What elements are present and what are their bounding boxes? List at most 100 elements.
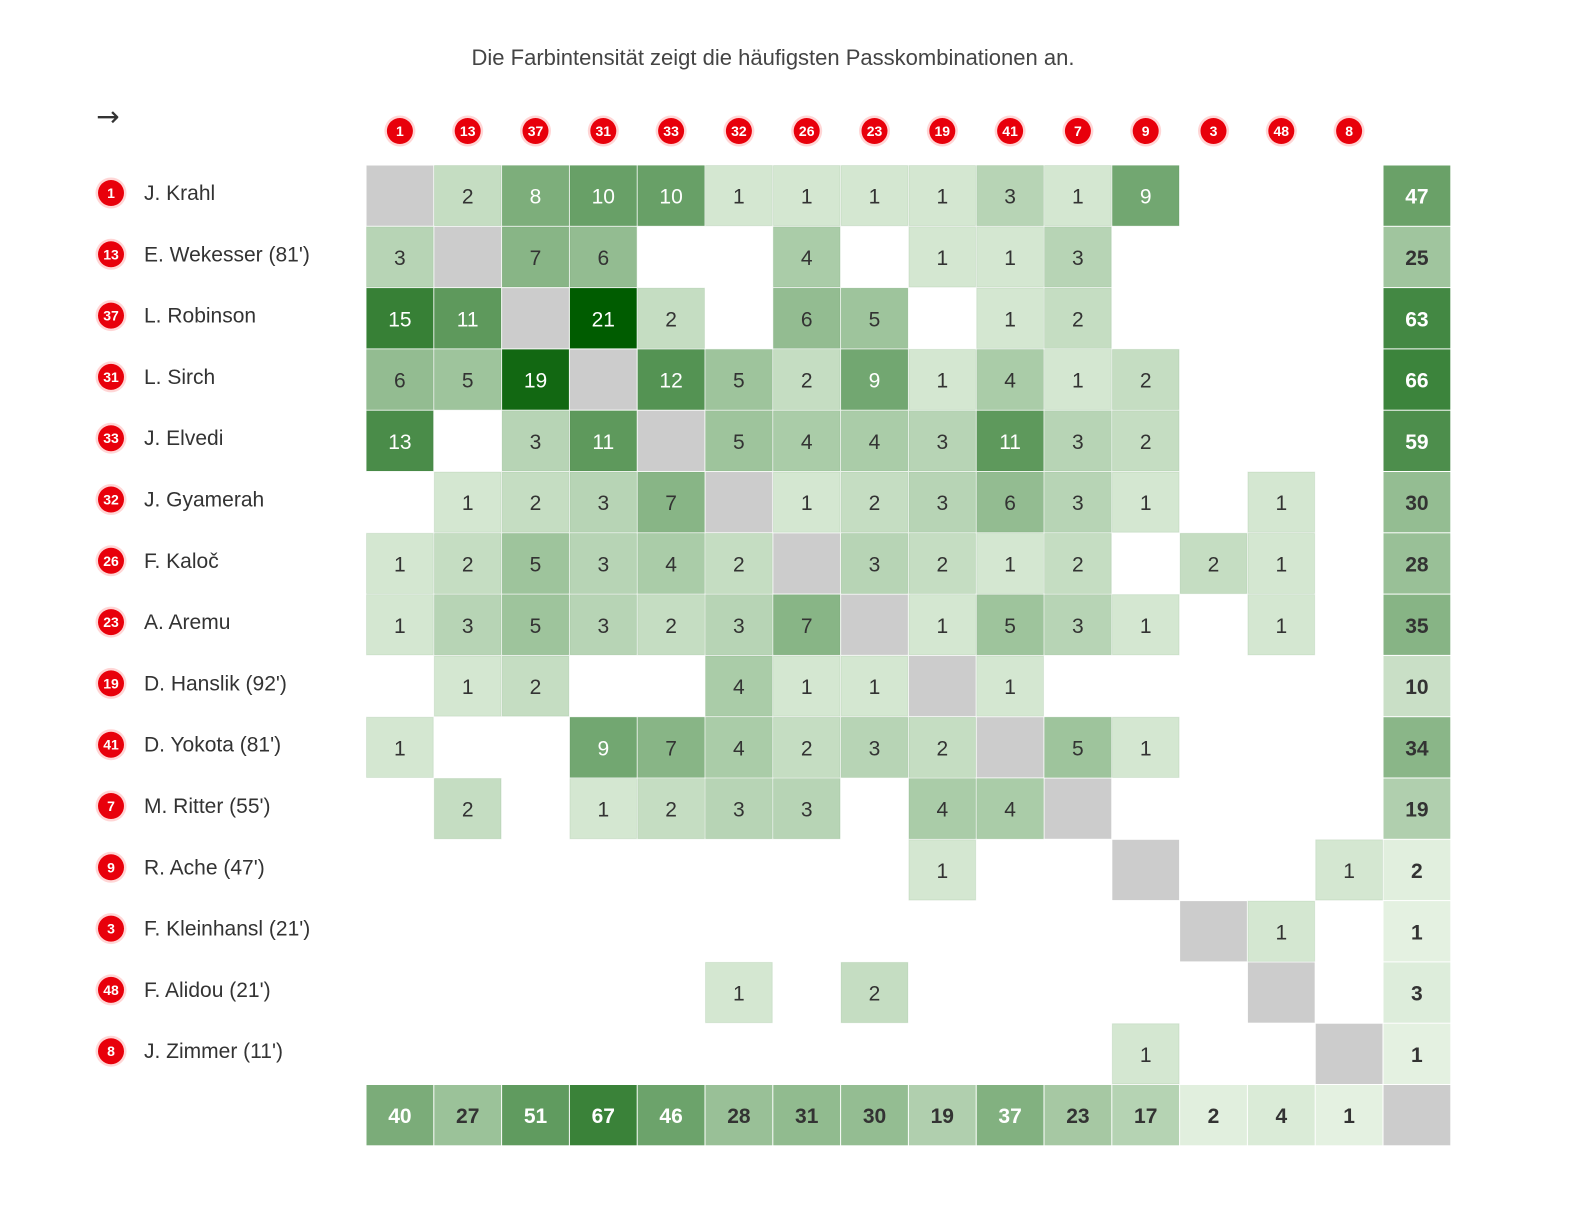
row-total-value: 25 <box>1405 247 1429 270</box>
column-badge <box>454 118 481 144</box>
column-number-label: 33 <box>663 123 679 139</box>
row-total-cell <box>1383 226 1451 288</box>
row-number-label: 32 <box>103 492 119 508</box>
pass-cell-value: 3 <box>530 431 542 454</box>
pass-cell <box>976 778 1045 840</box>
pass-cell-value: 1 <box>597 799 609 822</box>
pass-cell-value: 1 <box>869 186 881 209</box>
pass-cell-value: 4 <box>801 431 813 454</box>
column-badge <box>1064 118 1091 144</box>
matrix-cells: 2 8 10 10 1 1 1 1 3 1 93 7 6 4 1 1 315 11 21 2 6 5 1 26 5 19 12 5 2 9… <box>366 165 1383 1085</box>
row-badge <box>98 547 124 574</box>
pass-cell <box>840 287 909 349</box>
row-number-label: 26 <box>103 553 119 569</box>
column-total-value: 2 <box>1208 1105 1220 1128</box>
pass-cell-value: 4 <box>869 431 881 454</box>
pass-cell-value: 1 <box>1140 615 1152 638</box>
row-total-value: 10 <box>1405 676 1428 699</box>
row-total-cell <box>1383 533 1451 594</box>
pass-cell-value: 8 <box>530 186 542 209</box>
pass-cell <box>705 410 773 472</box>
column-total-value: 27 <box>456 1105 479 1128</box>
pass-cell <box>840 165 909 227</box>
pass-cell-value: 3 <box>1072 247 1084 270</box>
row-number-label: 31 <box>103 369 119 385</box>
pass-cell <box>976 165 1045 227</box>
row-badge <box>98 302 124 329</box>
pass-cell-value: 7 <box>665 492 677 515</box>
column-number-label: 9 <box>1142 123 1150 139</box>
pass-cell-value: 1 <box>1140 1044 1152 1067</box>
pass-cell-value: 2 <box>801 737 813 760</box>
pass-cell-value: 3 <box>1072 615 1084 638</box>
pass-cell <box>1111 1023 1180 1085</box>
pass-cell-value: 1 <box>1072 370 1084 393</box>
column-total-cell <box>1247 1085 1315 1146</box>
column-total-value: 4 <box>1275 1105 1287 1128</box>
pass-cell-value: 2 <box>665 308 677 331</box>
column-total-value: 31 <box>795 1105 819 1128</box>
pass-cell <box>637 594 706 656</box>
pass-cell <box>569 165 638 227</box>
column-number-label: 3 <box>1210 123 1218 139</box>
player-name: F. Kaloč <box>144 550 219 573</box>
pass-cell-value: 4 <box>1004 370 1016 393</box>
row-total-cell <box>1383 165 1451 226</box>
pass-cell-value: 2 <box>530 492 542 515</box>
column-total-value: 46 <box>659 1105 682 1128</box>
pass-cell-value: 3 <box>733 615 745 638</box>
pass-cell-value: 1 <box>1004 308 1016 331</box>
pass-cell-value: 1 <box>1004 676 1016 699</box>
pass-cell-value: 5 <box>869 308 881 331</box>
column-total-value: 51 <box>524 1105 548 1128</box>
pass-cell-value: 1 <box>394 737 406 760</box>
row-totals: 47 25 63 66 59 30 28 35 10 34 19 2 1 3 1 <box>1383 165 1451 1084</box>
pass-cell <box>637 471 706 533</box>
pass-cell-value: 2 <box>936 737 948 760</box>
row-number-label: 23 <box>103 614 119 630</box>
column-badge <box>1200 118 1227 144</box>
row-total-value: 1 <box>1411 1044 1423 1067</box>
pass-cell <box>772 410 841 472</box>
diagonal-cell <box>841 594 908 655</box>
pass-cell-value: 2 <box>1208 553 1220 576</box>
pass-cell <box>1247 900 1316 962</box>
pass-cell <box>501 226 570 288</box>
column-total-value: 1 <box>1343 1105 1355 1128</box>
row-total-cell <box>1383 839 1451 901</box>
column-badge <box>929 118 956 144</box>
row-number-label: 37 <box>103 308 119 324</box>
pass-cell <box>501 532 570 595</box>
pass-cell <box>1044 532 1112 595</box>
player-name: D. Yokota (81') <box>144 734 281 757</box>
pass-cell-value: 7 <box>801 615 813 638</box>
pass-cell-value: 3 <box>1072 431 1084 454</box>
pass-cell-value: 11 <box>592 431 614 454</box>
pass-cell <box>772 348 841 411</box>
column-total-value: 30 <box>863 1105 886 1128</box>
column-badge <box>1268 118 1295 144</box>
pass-cell <box>772 471 841 533</box>
pass-cell-value: 4 <box>936 799 948 822</box>
pass-cell-value: 1 <box>1004 247 1016 270</box>
row-badge <box>98 609 124 636</box>
player-name: J. Zimmer (11') <box>144 1040 283 1063</box>
pass-cell <box>840 410 909 472</box>
row-badge <box>98 1038 124 1065</box>
row-number-label: 48 <box>103 982 119 998</box>
pass-cell <box>501 594 570 656</box>
pass-cell <box>840 655 909 717</box>
column-number-label: 7 <box>1074 123 1082 139</box>
pass-cell-value: 1 <box>1275 921 1287 944</box>
column-total-value: 17 <box>1134 1105 1157 1128</box>
pass-cell <box>1315 839 1383 901</box>
pass-cell-value: 9 <box>1140 186 1152 209</box>
pass-cell <box>1111 594 1180 656</box>
diagonal-cell <box>705 472 773 533</box>
pass-cell-value: 5 <box>733 370 745 393</box>
pass-cell <box>840 961 909 1024</box>
pass-cell <box>366 594 434 656</box>
pass-cell <box>772 778 841 840</box>
pass-cell <box>840 471 909 533</box>
row-total-value: 35 <box>1405 615 1429 638</box>
